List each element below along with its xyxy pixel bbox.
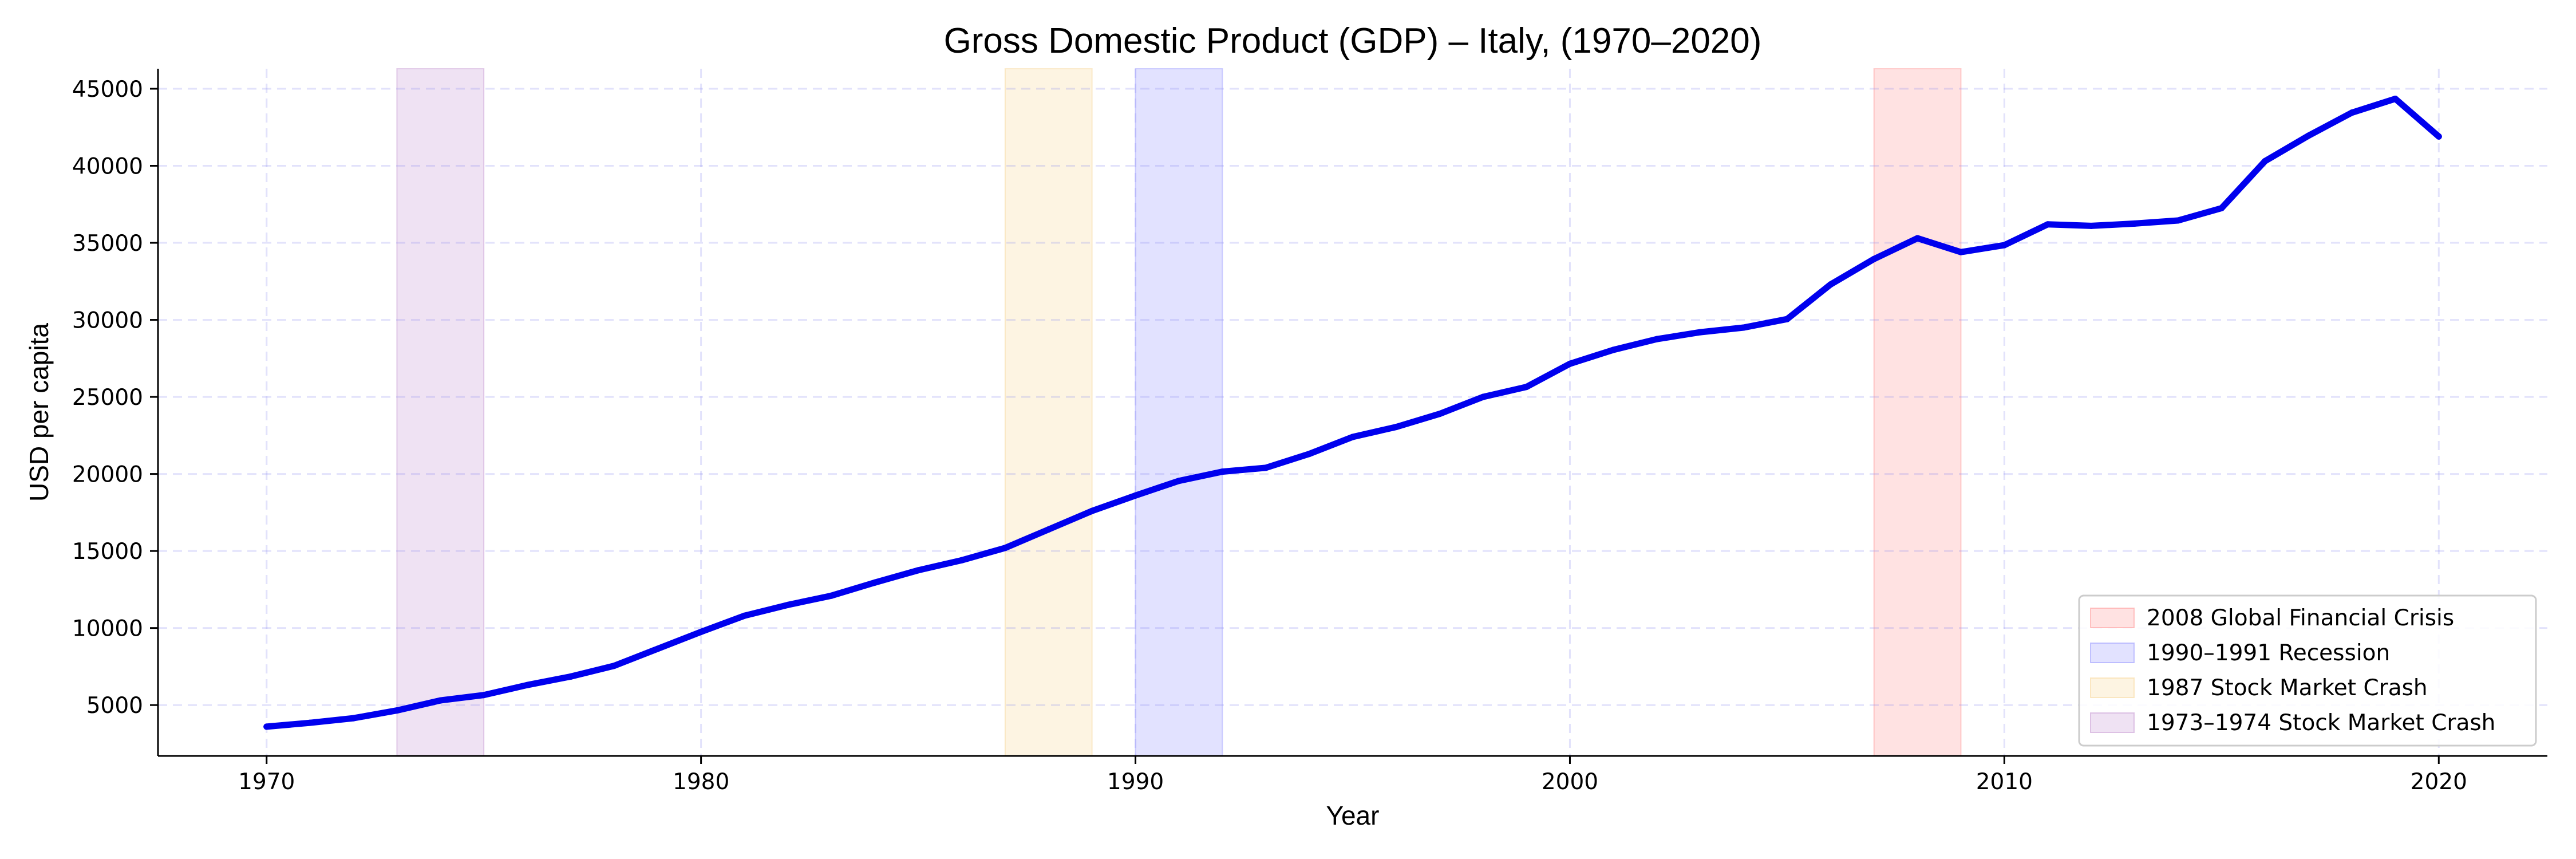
x-tick-label: 1990 <box>1107 769 1164 795</box>
y-tick-label: 10000 <box>72 616 143 642</box>
data-point <box>1175 478 1182 484</box>
data-point <box>2131 220 2138 227</box>
legend-label: 1990–1991 Recession <box>2147 640 2390 666</box>
legend-swatch <box>2090 643 2135 663</box>
data-point <box>2175 217 2182 224</box>
legend-label: 1987 Stock Market Crash <box>2147 675 2428 701</box>
data-point <box>1436 411 1443 417</box>
data-point <box>958 557 965 564</box>
data-point <box>2262 157 2269 164</box>
data-point <box>480 692 487 699</box>
data-point <box>2305 132 2312 139</box>
data-point <box>1306 451 1313 458</box>
data-point <box>784 601 791 608</box>
data-point <box>871 579 878 586</box>
data-point <box>1480 393 1487 400</box>
data-point <box>1262 464 1269 471</box>
x-tick-label: 1980 <box>673 769 729 795</box>
shaded-period-3 <box>396 68 485 756</box>
data-point <box>1871 255 1878 262</box>
shaded-period-1 <box>1135 68 1223 756</box>
data-point <box>263 723 270 730</box>
x-tick-label: 2020 <box>2411 769 2467 795</box>
data-point <box>1610 346 1617 353</box>
legend-swatch <box>2090 712 2135 733</box>
series-layer <box>263 95 2442 730</box>
data-point <box>1784 316 1791 322</box>
grid <box>158 69 2547 756</box>
data-point <box>307 719 314 726</box>
shaded-periods <box>396 68 1962 756</box>
shaded-period-2 <box>1004 68 1093 756</box>
data-point <box>1089 507 1096 514</box>
data-point <box>1393 424 1400 431</box>
data-point <box>2435 133 2442 140</box>
data-point <box>828 592 835 599</box>
y-tick-label: 45000 <box>72 77 143 103</box>
data-point <box>915 567 922 574</box>
data-point <box>2044 221 2051 228</box>
data-point <box>1740 324 1747 331</box>
data-point <box>1045 526 1052 533</box>
data-point <box>2001 242 2008 249</box>
chart-title: Gross Domestic Product (GDP) – Italy, (1… <box>944 21 1762 61</box>
legend-label: 1973–1974 Stock Market Crash <box>2147 710 2495 736</box>
data-point <box>1002 545 1009 551</box>
data-point <box>393 707 400 714</box>
legend: 2008 Global Financial Crisis 1990–1991 Re… <box>2078 594 2537 747</box>
y-tick-label: 35000 <box>72 231 143 257</box>
data-point <box>1827 281 1834 288</box>
axes <box>157 69 2547 757</box>
data-point <box>741 612 748 619</box>
data-point <box>1349 434 1356 440</box>
data-point <box>524 681 531 688</box>
y-tick-label: 20000 <box>72 462 143 488</box>
y-tick-label: 30000 <box>72 308 143 334</box>
data-point <box>2088 222 2095 229</box>
legend-frame <box>2078 594 2537 747</box>
data-point <box>350 715 357 722</box>
data-point <box>2348 109 2355 116</box>
x-tick-label: 2000 <box>1542 769 1598 795</box>
data-point <box>1653 336 1660 342</box>
data-point <box>1914 235 1921 242</box>
legend-swatch <box>2090 677 2135 698</box>
x-tick-label: 2010 <box>1976 769 2033 795</box>
data-point <box>437 697 444 704</box>
data-point <box>2218 204 2225 211</box>
data-point <box>1566 360 1573 367</box>
data-point <box>2392 95 2399 102</box>
shaded-period-0 <box>1873 68 1962 756</box>
data-point <box>1132 492 1139 499</box>
y-axis-label: USD per capita <box>24 323 54 502</box>
y-tick-label: 5000 <box>86 693 143 719</box>
data-point <box>1219 468 1226 475</box>
x-tick-label: 1970 <box>238 769 295 795</box>
y-tick-label: 40000 <box>72 154 143 180</box>
legend-swatch <box>2090 608 2135 628</box>
data-point <box>1697 329 1704 336</box>
data-point <box>698 628 705 635</box>
ticks: 1970 1980 1990 2000 2010 2020 5000 10000 15000 20… <box>72 77 2467 795</box>
data-point <box>567 673 574 680</box>
legend-label: 2008 Global Financial Crisis <box>2147 605 2454 631</box>
x-axis-label: Year <box>1326 801 1380 830</box>
y-tick-label: 15000 <box>72 539 143 565</box>
data-point <box>654 645 661 652</box>
y-tick-label: 25000 <box>72 385 143 411</box>
data-point <box>1523 384 1530 391</box>
data-point <box>611 663 618 669</box>
data-point <box>1957 249 1964 255</box>
